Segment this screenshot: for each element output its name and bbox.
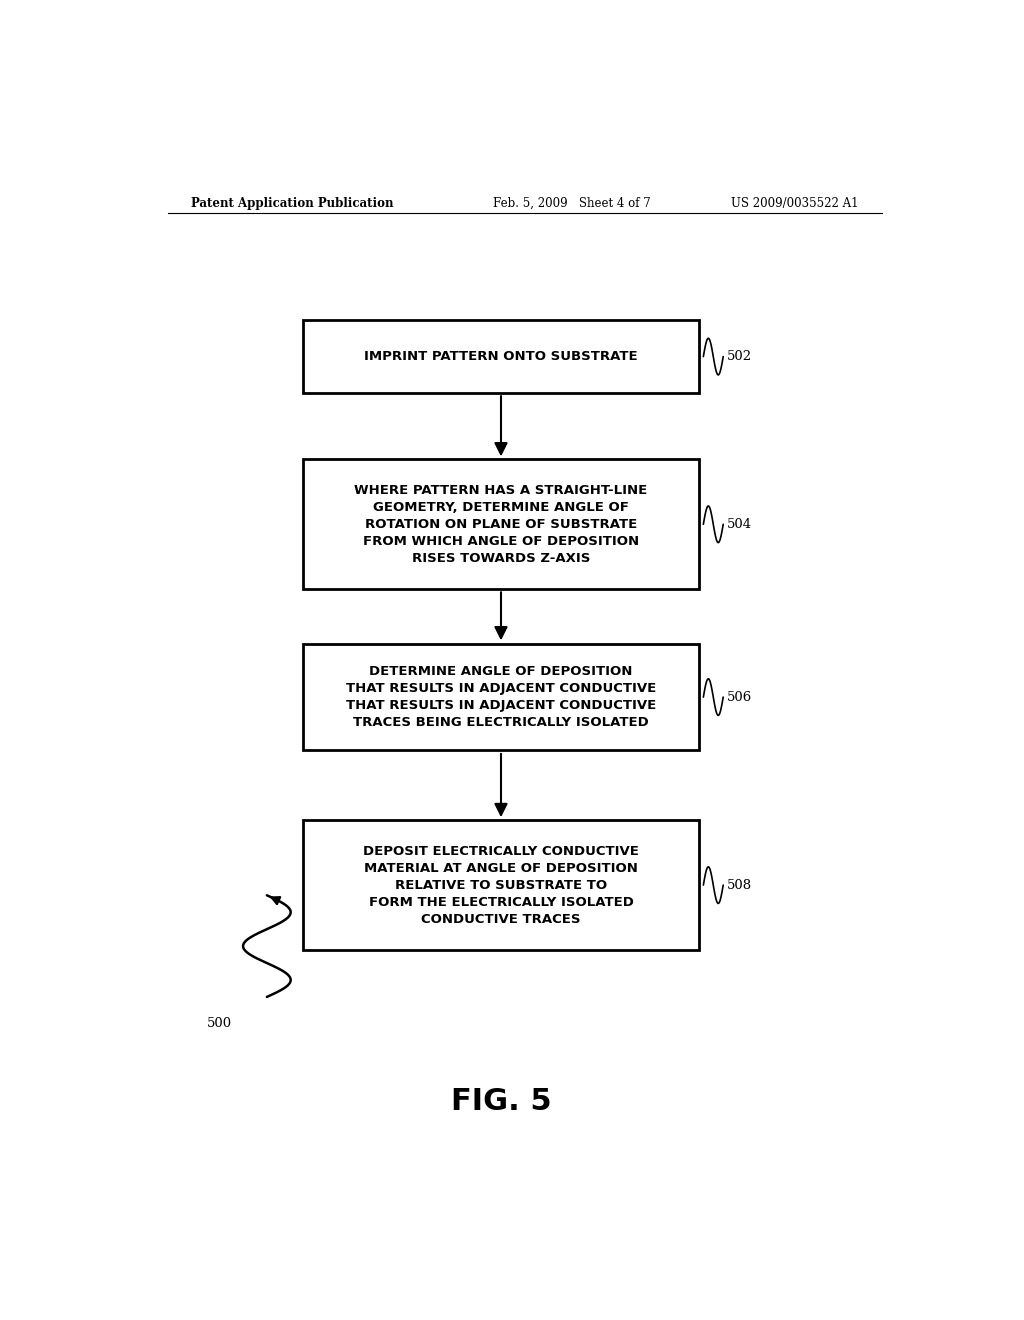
Text: 500: 500 bbox=[207, 1018, 232, 1030]
Text: US 2009/0035522 A1: US 2009/0035522 A1 bbox=[730, 197, 858, 210]
Text: DETERMINE ANGLE OF DEPOSITION
THAT RESULTS IN ADJACENT CONDUCTIVE
THAT RESULTS I: DETERMINE ANGLE OF DEPOSITION THAT RESUL… bbox=[346, 665, 656, 729]
Text: Feb. 5, 2009   Sheet 4 of 7: Feb. 5, 2009 Sheet 4 of 7 bbox=[494, 197, 651, 210]
Text: 506: 506 bbox=[727, 690, 753, 704]
Text: FIG. 5: FIG. 5 bbox=[451, 1088, 551, 1117]
Text: IMPRINT PATTERN ONTO SUBSTRATE: IMPRINT PATTERN ONTO SUBSTRATE bbox=[365, 350, 638, 363]
Bar bbox=[303, 459, 699, 589]
Text: WHERE PATTERN HAS A STRAIGHT-LINE
GEOMETRY, DETERMINE ANGLE OF
ROTATION ON PLANE: WHERE PATTERN HAS A STRAIGHT-LINE GEOMET… bbox=[354, 484, 647, 565]
Text: 502: 502 bbox=[727, 350, 753, 363]
Text: DEPOSIT ELECTRICALLY CONDUCTIVE
MATERIAL AT ANGLE OF DEPOSITION
RELATIVE TO SUBS: DEPOSIT ELECTRICALLY CONDUCTIVE MATERIAL… bbox=[364, 845, 639, 925]
Bar bbox=[303, 319, 699, 393]
Text: 508: 508 bbox=[727, 879, 753, 891]
Bar bbox=[303, 820, 699, 950]
Text: Patent Application Publication: Patent Application Publication bbox=[191, 197, 394, 210]
Bar bbox=[303, 644, 699, 751]
Text: 504: 504 bbox=[727, 517, 753, 531]
